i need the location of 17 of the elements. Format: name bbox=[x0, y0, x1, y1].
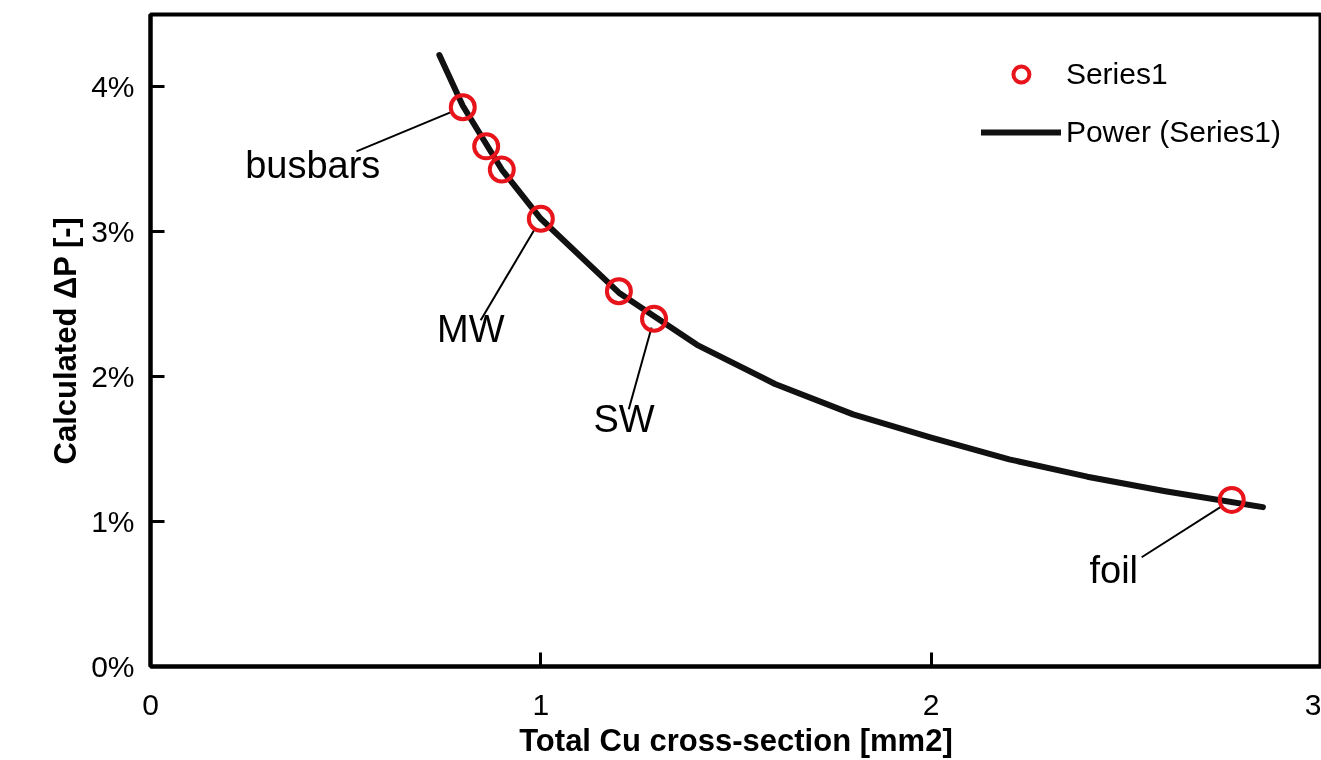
x-tick-label: 0 bbox=[142, 687, 159, 721]
y-tick-label: 4% bbox=[91, 70, 135, 104]
annotation: SW bbox=[593, 397, 655, 440]
x-tick-label: 3 bbox=[1304, 687, 1321, 721]
annotation: foil bbox=[1089, 548, 1139, 591]
y-axis-title: Calculated ΔP [-] bbox=[48, 217, 84, 465]
y-tick-label: 1% bbox=[91, 505, 135, 539]
annotation: MW bbox=[437, 307, 505, 350]
y-tick-label: 0% bbox=[91, 650, 135, 683]
x-tick-label: 1 bbox=[532, 687, 550, 721]
annotation: busbars bbox=[245, 144, 381, 187]
x-tick-label: 2 bbox=[922, 687, 940, 721]
x-axis-title: Total Cu cross-section [mm2] bbox=[519, 722, 953, 758]
y-tick-label: 3% bbox=[91, 215, 135, 249]
legend-label: Power (Series1) bbox=[1065, 115, 1281, 149]
y-tick-label: 2% bbox=[91, 360, 135, 394]
legend-label: Series1 bbox=[1065, 57, 1168, 91]
